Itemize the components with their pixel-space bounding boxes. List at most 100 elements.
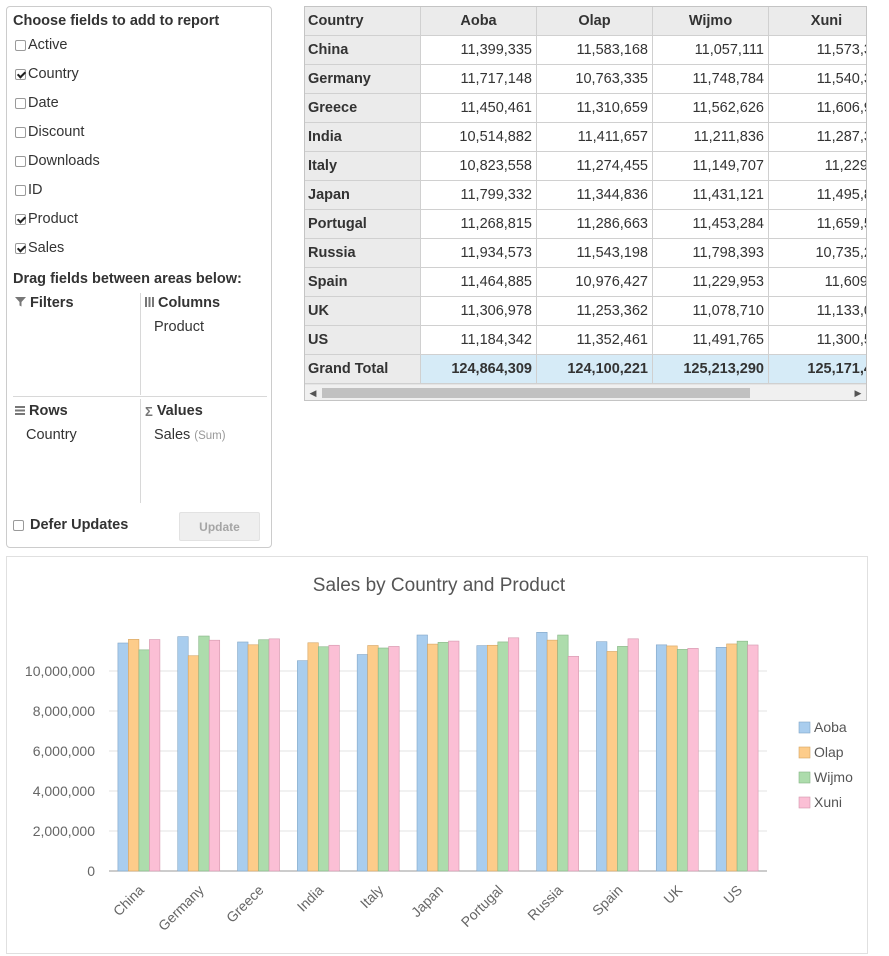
row-header[interactable]: Italy <box>305 152 421 181</box>
table-cell[interactable]: 10,514,882 <box>421 123 537 152</box>
row-header[interactable]: UK <box>305 297 421 326</box>
field-checkbox-downloads[interactable] <box>15 155 26 167</box>
table-cell[interactable]: 11,344,836 <box>537 181 653 210</box>
defer-updates-checkbox[interactable] <box>13 519 24 531</box>
table-cell[interactable]: 10,763,335 <box>537 65 653 94</box>
table-cell[interactable]: 10,735,27 <box>769 239 866 268</box>
legend-swatch <box>798 771 811 784</box>
table-cell[interactable]: 11,573,30 <box>769 36 866 65</box>
table-cell[interactable]: 11,286,663 <box>537 210 653 239</box>
y-tick-label: 10,000,000 <box>25 663 95 679</box>
table-cell[interactable]: 11,717,148 <box>421 65 537 94</box>
columns-area-item-product[interactable]: Product <box>154 319 204 335</box>
table-cell[interactable]: 11,229,953 <box>653 268 769 297</box>
table-cell[interactable]: 11,495,87 <box>769 181 866 210</box>
row-header[interactable]: Japan <box>305 181 421 210</box>
field-active[interactable]: Active <box>15 35 68 55</box>
table-cell[interactable]: 11,268,815 <box>421 210 537 239</box>
table-cell[interactable]: 11,431,121 <box>653 181 769 210</box>
row-header[interactable]: China <box>305 36 421 65</box>
field-checkbox-date[interactable] <box>15 97 26 109</box>
bar-aoba <box>596 641 608 872</box>
legend-label: Aoba <box>814 719 847 735</box>
table-cell[interactable]: 11,078,710 <box>653 297 769 326</box>
column-header[interactable]: Aoba <box>421 7 537 36</box>
table-cell[interactable]: 11,287,38 <box>769 123 866 152</box>
table-cell[interactable]: 11,306,978 <box>421 297 537 326</box>
grand-total-cell[interactable]: 125,171,43 <box>769 355 866 384</box>
table-cell[interactable]: 11,133,00 <box>769 297 866 326</box>
table-cell[interactable]: 11,310,659 <box>537 94 653 123</box>
scroll-right-icon[interactable]: ▶ <box>854 388 862 398</box>
row-header[interactable]: Russia <box>305 239 421 268</box>
table-cell[interactable]: 11,562,626 <box>653 94 769 123</box>
table-cell[interactable]: 11,748,784 <box>653 65 769 94</box>
table-cell[interactable]: 11,453,284 <box>653 210 769 239</box>
row-header[interactable]: Spain <box>305 268 421 297</box>
table-cell[interactable]: 11,543,198 <box>537 239 653 268</box>
values-area-item-sales[interactable]: Sales (Sum) <box>154 427 226 443</box>
row-header[interactable]: Portugal <box>305 210 421 239</box>
column-header[interactable]: Xuni <box>769 7 866 36</box>
update-button[interactable]: Update <box>179 512 260 541</box>
column-header[interactable]: Olap <box>537 7 653 36</box>
scrollbar-thumb[interactable] <box>322 388 750 398</box>
table-cell[interactable]: 11,300,58 <box>769 326 866 355</box>
table-cell[interactable]: 11,399,335 <box>421 36 537 65</box>
row-header[interactable]: India <box>305 123 421 152</box>
table-cell[interactable]: 11,934,573 <box>421 239 537 268</box>
column-header[interactable]: Wijmo <box>653 7 769 36</box>
table-cell[interactable]: 11,229,9 <box>769 152 866 181</box>
table-cell[interactable]: 11,411,657 <box>537 123 653 152</box>
table-cell[interactable]: 11,464,885 <box>421 268 537 297</box>
rows-icon <box>15 404 25 418</box>
field-country[interactable]: Country <box>15 64 79 84</box>
defer-updates[interactable]: Defer Updates <box>13 517 128 533</box>
field-id[interactable]: ID <box>15 180 43 200</box>
field-checkbox-active[interactable] <box>15 39 26 51</box>
field-checkbox-id[interactable] <box>15 184 26 196</box>
table-cell[interactable]: 11,352,461 <box>537 326 653 355</box>
table-cell[interactable]: 11,491,765 <box>653 326 769 355</box>
table-cell[interactable]: 11,799,332 <box>421 181 537 210</box>
grand-total-label[interactable]: Grand Total <box>305 355 421 384</box>
table-cell[interactable]: 11,149,707 <box>653 152 769 181</box>
rows-area-item-country[interactable]: Country <box>26 427 77 443</box>
field-checkbox-sales[interactable] <box>15 242 26 254</box>
row-header[interactable]: US <box>305 326 421 355</box>
table-cell[interactable]: 11,609,1 <box>769 268 866 297</box>
field-downloads[interactable]: Downloads <box>15 151 100 171</box>
table-cell[interactable]: 10,976,427 <box>537 268 653 297</box>
corner-header-country[interactable]: Country <box>305 7 421 36</box>
pivot-grid[interactable]: Country Aoba Olap Wijmo Xuni China 11,399,335 1… <box>304 6 867 401</box>
table-cell[interactable]: 10,823,558 <box>421 152 537 181</box>
table-cell[interactable]: 11,253,362 <box>537 297 653 326</box>
table-cell[interactable]: 11,583,168 <box>537 36 653 65</box>
table-cell[interactable]: 11,184,342 <box>421 326 537 355</box>
row-header[interactable]: Germany <box>305 65 421 94</box>
grand-total-cell[interactable]: 124,864,309 <box>421 355 537 384</box>
grand-total-cell[interactable]: 124,100,221 <box>537 355 653 384</box>
field-date[interactable]: Date <box>15 93 59 113</box>
table-cell[interactable]: 11,540,30 <box>769 65 866 94</box>
table-cell[interactable]: 11,450,461 <box>421 94 537 123</box>
grand-total-cell[interactable]: 125,213,290 <box>653 355 769 384</box>
field-label: Date <box>28 95 59 111</box>
field-product[interactable]: Product <box>15 209 78 229</box>
field-sales[interactable]: Sales <box>15 238 64 258</box>
field-checkbox-country[interactable] <box>15 68 26 80</box>
field-checkbox-product[interactable] <box>15 213 26 225</box>
table-cell[interactable]: 11,057,111 <box>653 36 769 65</box>
field-checkbox-discount[interactable] <box>15 126 26 138</box>
area-divider-horizontal <box>13 396 267 397</box>
table-cell[interactable]: 11,659,54 <box>769 210 866 239</box>
row-header[interactable]: Greece <box>305 94 421 123</box>
table-cell[interactable]: 11,606,97 <box>769 94 866 123</box>
scroll-left-icon[interactable]: ◀ <box>309 388 317 398</box>
field-discount[interactable]: Discount <box>15 122 84 142</box>
defer-updates-label: Defer Updates <box>30 517 129 533</box>
table-cell[interactable]: 11,211,836 <box>653 123 769 152</box>
table-cell[interactable]: 11,798,393 <box>653 239 769 268</box>
horizontal-scrollbar[interactable]: ◀ ▶ <box>305 384 866 400</box>
table-cell[interactable]: 11,274,455 <box>537 152 653 181</box>
